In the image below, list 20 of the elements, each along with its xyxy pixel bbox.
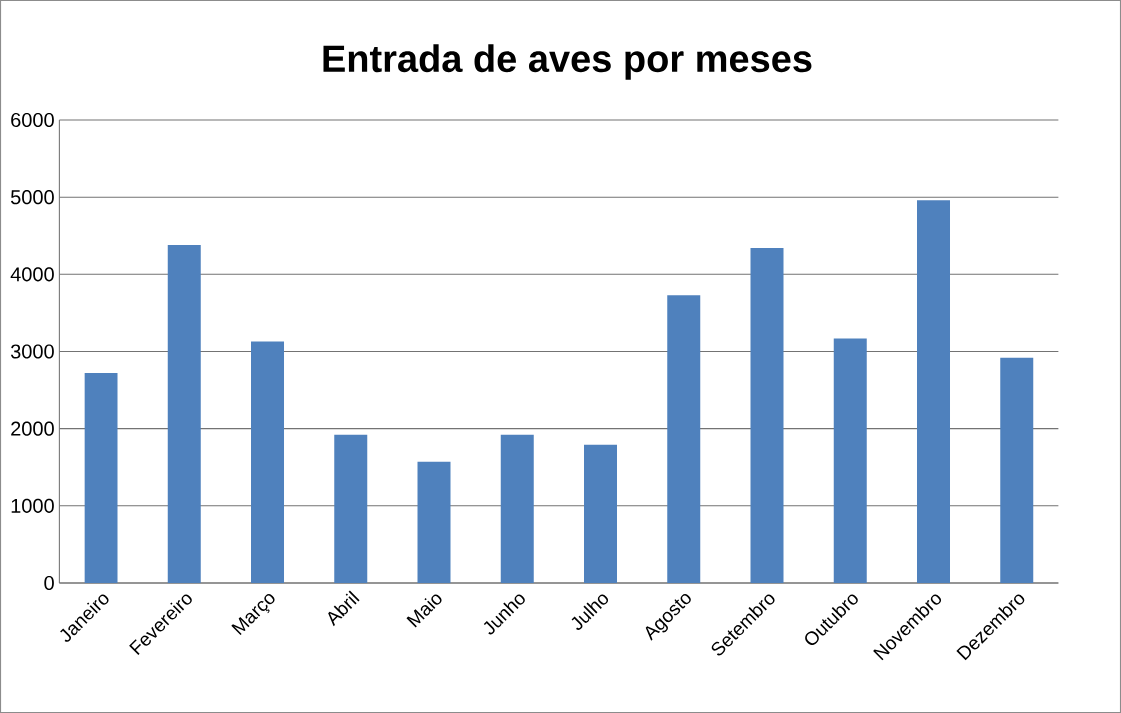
y-tick-label: 3000 (10, 344, 54, 359)
bar (334, 434, 368, 583)
y-tick-label: 6000 (11, 112, 54, 128)
bar (84, 373, 118, 583)
y-tick-label: 2000 (11, 421, 54, 436)
bar (750, 248, 784, 583)
bar (167, 245, 201, 583)
bar (417, 461, 451, 583)
bar (667, 295, 701, 583)
bar (1000, 357, 1034, 583)
y-tick-label: 4000 (10, 267, 54, 282)
chart-title: Entrada de aves por meses (323, 44, 812, 80)
y-tick-label: 5000 (10, 190, 54, 205)
bar (584, 444, 618, 583)
y-tick-label: 0 (44, 575, 54, 591)
bar (833, 338, 867, 583)
bar (251, 341, 285, 583)
bar (917, 200, 951, 583)
y-tick-label: 1000 (11, 498, 54, 513)
bar (500, 434, 534, 583)
